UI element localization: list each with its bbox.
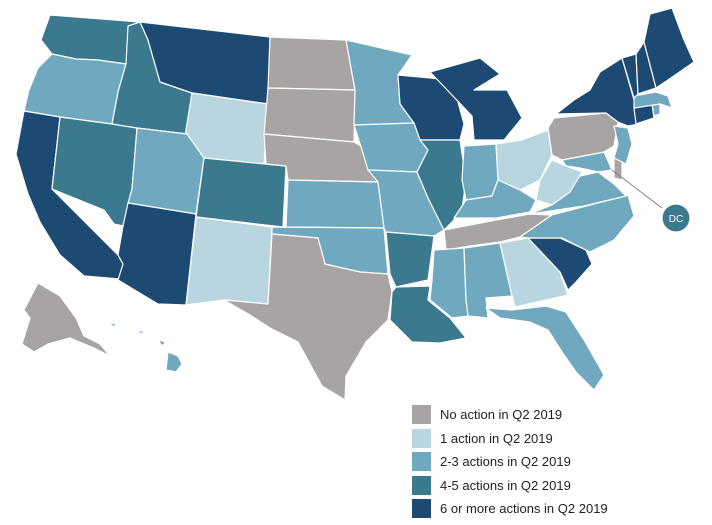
state-NJ	[613, 125, 633, 165]
legend-label: 2-3 actions in Q2 2019	[440, 454, 571, 470]
state-KY	[453, 179, 537, 219]
legend-label: 6 or more actions in Q2 2019	[440, 501, 608, 517]
state-AK	[21, 282, 111, 357]
legend-item-one-action: 1 action in Q2 2019	[412, 427, 708, 451]
legend-swatch	[412, 428, 431, 448]
map-legend: No action in Q2 2019 1 action in Q2 2019…	[412, 403, 708, 521]
legend-item-two-three-actions: 2-3 actions in Q2 2019	[412, 450, 708, 474]
state-NM	[185, 216, 273, 306]
dc-label: DC	[669, 214, 683, 225]
state-WV	[535, 159, 583, 206]
legend-label: No action in Q2 2019	[440, 407, 563, 423]
state-SD	[263, 87, 356, 143]
dc-marker	[661, 203, 691, 233]
legend-item-no-action: No action in Q2 2019	[412, 403, 708, 427]
legend-label: 4-5 actions in Q2 2019	[440, 477, 571, 493]
state-TX	[223, 233, 393, 401]
state-PA	[547, 112, 619, 161]
legend-item-six-plus-actions: 6 or more actions in Q2 2019	[412, 497, 708, 521]
state-MI	[429, 57, 523, 141]
state-LA	[389, 285, 467, 344]
state-AZ	[117, 202, 197, 306]
state-SC	[527, 237, 593, 291]
legend-swatch	[412, 452, 431, 472]
legend-swatch	[412, 405, 431, 425]
legend-swatch	[412, 499, 431, 519]
state-MA	[633, 91, 673, 109]
state-RI	[651, 103, 661, 117]
state-IN	[461, 143, 499, 201]
legend-label: 1 action in Q2 2019	[440, 430, 553, 446]
state-UT	[127, 127, 205, 215]
state-AR	[385, 231, 435, 288]
state-NC	[519, 194, 635, 253]
legend-swatch	[412, 475, 431, 495]
state-CO	[195, 157, 287, 228]
state-HI	[107, 321, 183, 373]
state-ME	[643, 7, 695, 89]
state-KS	[285, 179, 385, 229]
state-FL	[485, 305, 605, 391]
dc-leader-line	[611, 169, 663, 209]
legend-item-four-five-actions: 4-5 actions in Q2 2019	[412, 474, 708, 498]
state-ND	[267, 36, 356, 91]
